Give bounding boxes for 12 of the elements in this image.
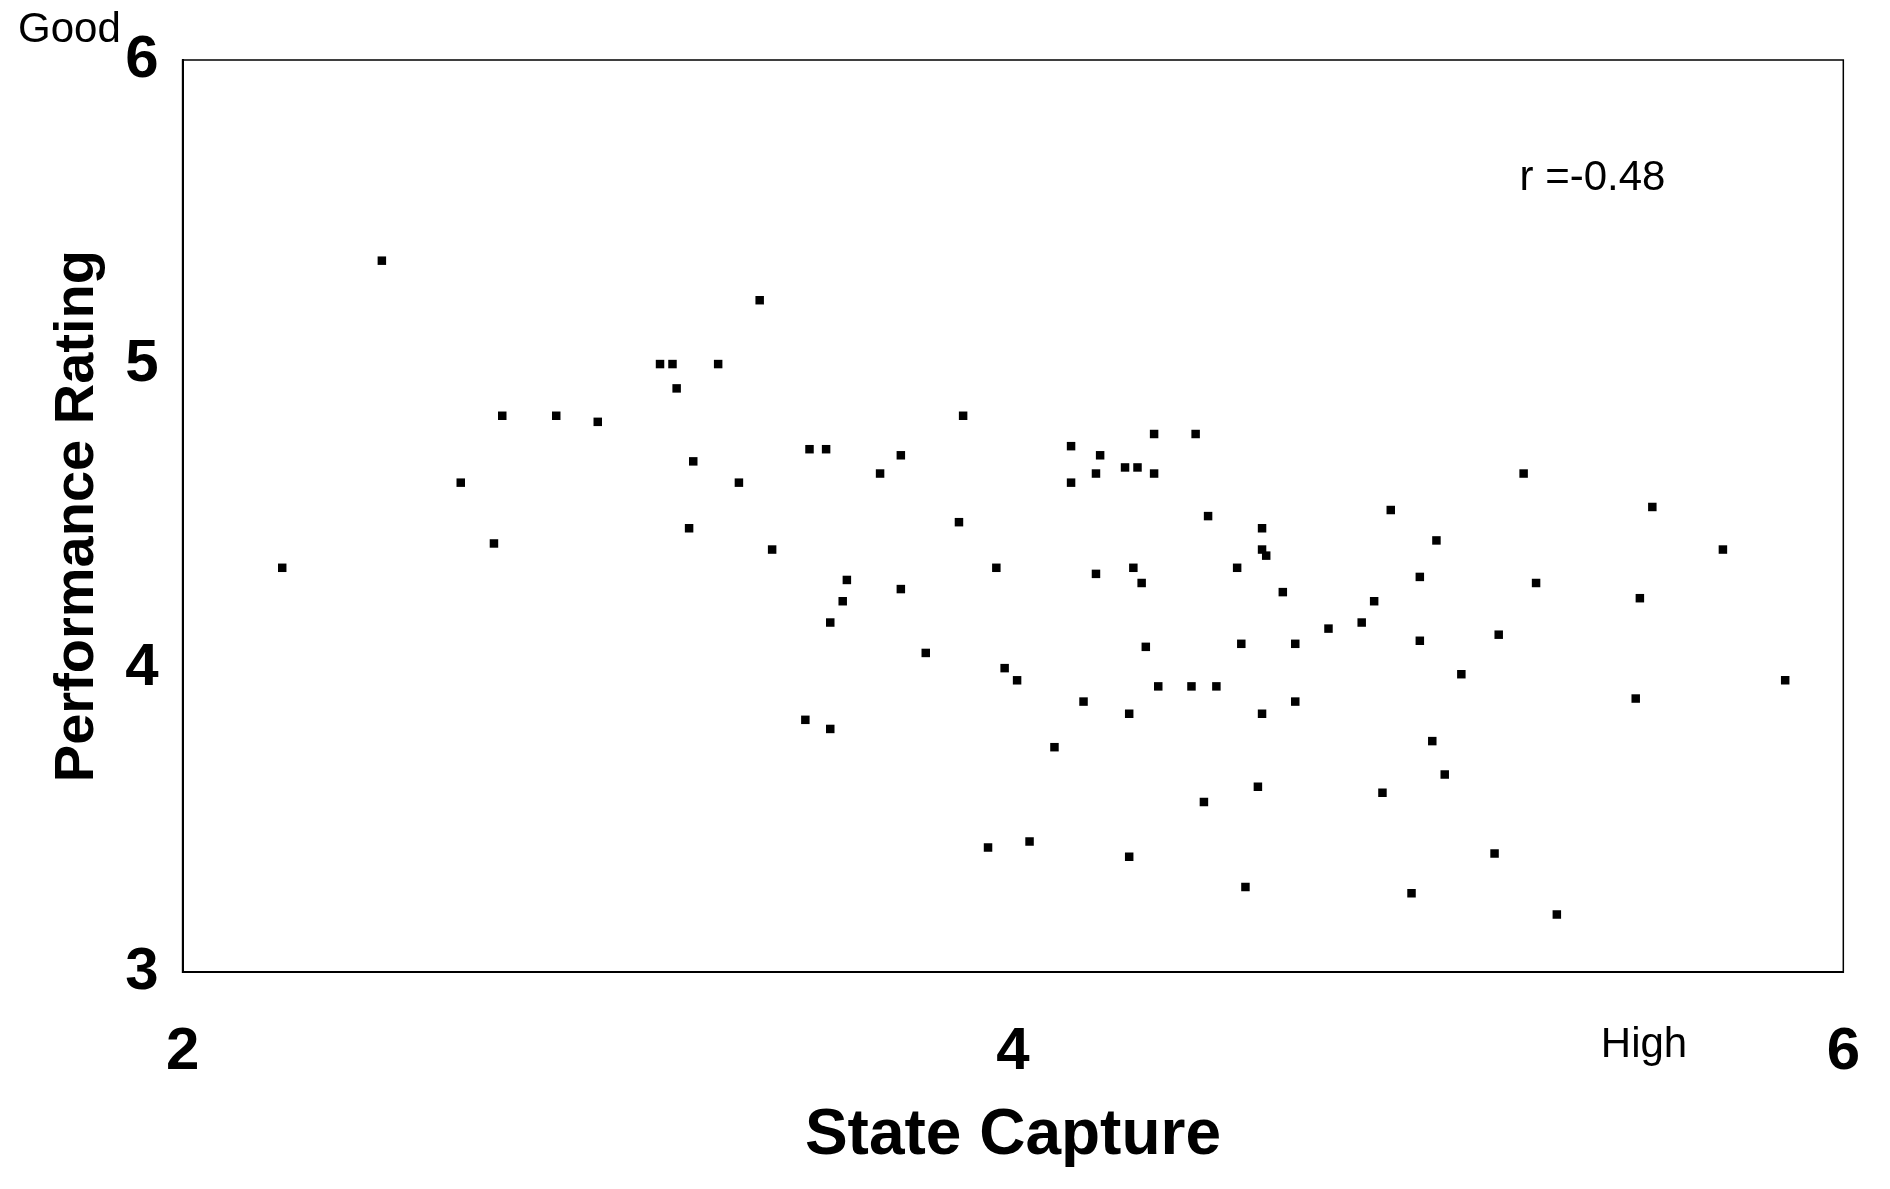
y-axis-title: Performance Rating xyxy=(42,250,106,783)
x-tick-label: 6 xyxy=(1826,1014,1860,1082)
y-tick-label: 6 xyxy=(125,22,159,90)
annotation: r =-0.48 xyxy=(1519,152,1666,199)
x-tick-label: 2 xyxy=(165,1014,200,1082)
text: High xyxy=(1600,1019,1688,1067)
text: Good xyxy=(18,4,121,51)
x-axis-title: State Capture xyxy=(804,1096,1221,1169)
y-tick-label: 4 xyxy=(125,630,160,698)
y-tick-label: 3 xyxy=(125,934,159,1002)
y-tick-label: 5 xyxy=(125,326,159,394)
x-tick-label: 4 xyxy=(996,1014,1031,1082)
